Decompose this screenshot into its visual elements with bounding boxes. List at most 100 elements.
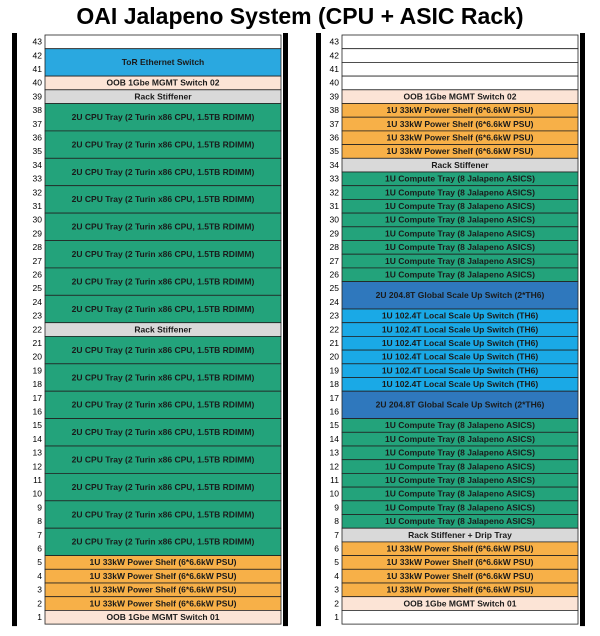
slot-number: 4 bbox=[334, 571, 339, 581]
slot-number: 11 bbox=[33, 475, 42, 485]
unit-label: 2U 204.8T Global Scale Up Switch (2*TH6) bbox=[376, 290, 545, 300]
slot-number: 27 bbox=[330, 256, 340, 266]
rack-unit bbox=[341, 48, 579, 63]
rack-unit bbox=[44, 610, 282, 625]
unit-label: OOB 1Gbe MGMT Switch 02 bbox=[404, 91, 517, 101]
slot-number: 15 bbox=[33, 420, 43, 430]
unit-label: 1U 33kW Power Shelf (6*6.6kW PSU) bbox=[387, 105, 534, 115]
slot-number: 31 bbox=[33, 201, 43, 211]
slot-number: 1 bbox=[37, 612, 42, 622]
slot-number: 6 bbox=[37, 544, 42, 554]
rack-unit bbox=[44, 267, 282, 296]
rack-unit bbox=[44, 157, 282, 187]
slot-number: 25 bbox=[33, 283, 43, 293]
unit-label: 2U CPU Tray (2 Turin x86 CPU, 1.5TB RDIM… bbox=[72, 167, 255, 177]
slot-number: 29 bbox=[330, 228, 340, 238]
slot-number: 20 bbox=[33, 352, 43, 362]
unit-label: 1U 33kW Power Shelf (6*6.6kW PSU) bbox=[90, 598, 237, 608]
unit-label: 1U 33kW Power Shelf (6*6.6kW PSU) bbox=[387, 571, 534, 581]
rack-unit bbox=[341, 62, 579, 77]
slot-number: 36 bbox=[330, 133, 340, 143]
slot-number: 26 bbox=[33, 270, 43, 280]
slot-number: 19 bbox=[33, 365, 43, 375]
rack-unit bbox=[341, 75, 579, 91]
slot-number: 34 bbox=[330, 160, 340, 170]
slot-number: 24 bbox=[33, 297, 43, 307]
rack-unit bbox=[44, 335, 282, 365]
unit-label: OOB 1Gbe MGMT Switch 01 bbox=[404, 598, 517, 608]
slot-number: 36 bbox=[33, 133, 43, 143]
slot-number: 21 bbox=[33, 338, 43, 348]
unit-label: 2U 204.8T Global Scale Up Switch (2*TH6) bbox=[376, 400, 545, 410]
slot-number: 43 bbox=[33, 37, 43, 47]
slot-number: 38 bbox=[33, 105, 43, 115]
rack-unit bbox=[44, 48, 282, 77]
slot-number: 19 bbox=[330, 365, 340, 375]
unit-label: 1U Compute Tray (8 Jalapeno ASICS) bbox=[385, 475, 535, 485]
slot-number: 31 bbox=[330, 201, 340, 211]
slot-number: 10 bbox=[330, 489, 340, 499]
unit-label: OOB 1Gbe MGMT Switch 01 bbox=[107, 612, 220, 622]
slot-number: 35 bbox=[33, 146, 43, 156]
slot-number: 37 bbox=[330, 119, 340, 129]
slot-number: 6 bbox=[334, 544, 339, 554]
slot-number: 16 bbox=[33, 407, 43, 417]
slot-number: 13 bbox=[33, 448, 43, 458]
unit-label: 1U 33kW Power Shelf (6*6.6kW PSU) bbox=[387, 544, 534, 554]
rack-unit bbox=[44, 185, 282, 214]
unit-label: 1U Compute Tray (8 Jalapeno ASICS) bbox=[385, 242, 535, 252]
slot-number: 29 bbox=[33, 228, 43, 238]
slot-number: 7 bbox=[37, 530, 42, 540]
slot-number: 28 bbox=[330, 242, 340, 252]
slot-number: 23 bbox=[330, 311, 340, 321]
unit-label: Rack Stiffener bbox=[431, 160, 489, 170]
slot-number: 35 bbox=[330, 146, 340, 156]
unit-label: 1U 33kW Power Shelf (6*6.6kW PSU) bbox=[387, 585, 534, 595]
slot-number: 39 bbox=[330, 91, 340, 101]
unit-label: 2U CPU Tray (2 Turin x86 CPU, 1.5TB RDIM… bbox=[72, 112, 255, 122]
slot-number: 14 bbox=[33, 434, 43, 444]
unit-label: 2U CPU Tray (2 Turin x86 CPU, 1.5TB RDIM… bbox=[72, 400, 255, 410]
slot-number: 32 bbox=[330, 187, 340, 197]
slot-number: 17 bbox=[330, 393, 340, 403]
unit-label: 1U 102.4T Local Scale Up Switch (TH6) bbox=[382, 352, 539, 362]
unit-label: 1U 33kW Power Shelf (6*6.6kW PSU) bbox=[90, 571, 237, 581]
rack-unit bbox=[341, 390, 579, 420]
slot-number: 33 bbox=[330, 174, 340, 184]
unit-label: 1U Compute Tray (8 Jalapeno ASICS) bbox=[385, 270, 535, 280]
unit-label: 2U CPU Tray (2 Turin x86 CPU, 1.5TB RDIM… bbox=[72, 249, 255, 259]
slot-number: 18 bbox=[33, 379, 43, 389]
slot-number: 7 bbox=[334, 530, 339, 540]
unit-label: 1U 102.4T Local Scale Up Switch (TH6) bbox=[382, 338, 539, 348]
slot-number: 37 bbox=[33, 119, 43, 129]
rack-unit bbox=[44, 500, 282, 529]
unit-label: 2U CPU Tray (2 Turin x86 CPU, 1.5TB RDIM… bbox=[72, 454, 255, 464]
unit-label: 2U CPU Tray (2 Turin x86 CPU, 1.5TB RDIM… bbox=[72, 139, 255, 149]
slot-number: 8 bbox=[37, 516, 42, 526]
unit-label: 1U Compute Tray (8 Jalapeno ASICS) bbox=[385, 256, 535, 266]
unit-label: 2U CPU Tray (2 Turin x86 CPU, 1.5TB RDIM… bbox=[72, 509, 255, 519]
slot-number: 21 bbox=[330, 338, 340, 348]
unit-label: ToR Ethernet Switch bbox=[122, 57, 205, 67]
slot-number: 16 bbox=[330, 407, 340, 417]
slot-number: 2 bbox=[37, 598, 42, 608]
slot-number: 5 bbox=[334, 557, 339, 567]
unit-label: 1U 33kW Power Shelf (6*6.6kW PSU) bbox=[90, 557, 237, 567]
slot-number: 17 bbox=[33, 393, 43, 403]
slot-number: 9 bbox=[37, 502, 42, 512]
slot-number: 25 bbox=[330, 283, 340, 293]
slot-number: 30 bbox=[330, 215, 340, 225]
unit-label: 1U Compute Tray (8 Jalapeno ASICS) bbox=[385, 187, 535, 197]
unit-label: 1U Compute Tray (8 Jalapeno ASICS) bbox=[385, 448, 535, 458]
slot-number: 3 bbox=[37, 585, 42, 595]
unit-label: 2U CPU Tray (2 Turin x86 CPU, 1.5TB RDIM… bbox=[72, 372, 255, 382]
unit-label: 1U 102.4T Local Scale Up Switch (TH6) bbox=[382, 379, 539, 389]
rack-unit bbox=[44, 240, 282, 269]
slot-number: 8 bbox=[334, 516, 339, 526]
slot-number: 39 bbox=[33, 91, 43, 101]
slot-number: 26 bbox=[330, 270, 340, 280]
unit-label: 1U Compute Tray (8 Jalapeno ASICS) bbox=[385, 461, 535, 471]
rack-unit bbox=[44, 445, 282, 474]
unit-label: Rack Stiffener bbox=[134, 91, 192, 101]
